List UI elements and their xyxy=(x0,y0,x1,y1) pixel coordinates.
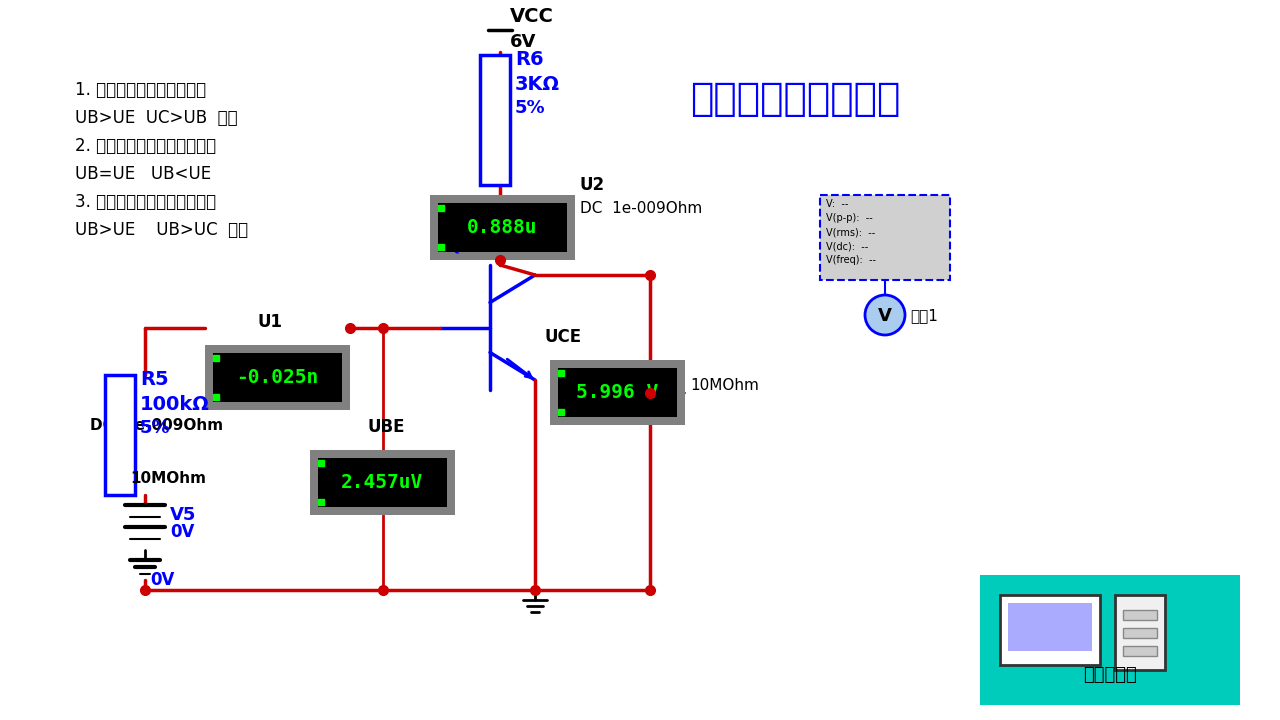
Text: UB>UE  UC>UB  反偏: UB>UE UC>UB 反偏 xyxy=(76,109,238,127)
Bar xyxy=(1115,595,1165,670)
Text: 3. 怎么让三极管处于饱和状态: 3. 怎么让三极管处于饱和状态 xyxy=(76,193,216,211)
Bar xyxy=(430,195,575,260)
Bar xyxy=(205,345,349,410)
Bar xyxy=(105,375,134,495)
Text: 2. 怎么让三极管工作截止状态: 2. 怎么让三极管工作截止状态 xyxy=(76,137,216,155)
Text: V:  --: V: -- xyxy=(826,199,849,209)
Text: 0.888u: 0.888u xyxy=(467,218,538,237)
Text: 2.457uV: 2.457uV xyxy=(342,473,424,492)
Bar xyxy=(1000,595,1100,665)
Bar xyxy=(317,458,447,507)
Text: UB>UE    UB>UC  正偏: UB>UE UB>UC 正偏 xyxy=(76,221,248,239)
Text: VCC: VCC xyxy=(509,7,554,26)
Bar xyxy=(820,195,950,280)
Bar xyxy=(1123,646,1157,656)
Text: 5%: 5% xyxy=(140,419,170,437)
Text: 10MOhm: 10MOhm xyxy=(690,378,759,393)
Bar xyxy=(212,353,342,402)
Bar xyxy=(1123,628,1157,638)
Text: UBE: UBE xyxy=(367,418,404,436)
Bar xyxy=(980,575,1240,705)
Text: V(rms):  --: V(rms): -- xyxy=(826,227,876,237)
Bar xyxy=(550,360,685,425)
Text: 1. 怎么判断三极管放大状态: 1. 怎么判断三极管放大状态 xyxy=(76,81,206,99)
Bar xyxy=(480,55,509,185)
Text: V(dc):  --: V(dc): -- xyxy=(826,241,868,251)
Text: 三极管三种放大状态: 三极管三种放大状态 xyxy=(690,80,900,118)
Text: -0.025n: -0.025n xyxy=(237,368,319,387)
Text: DC  1e-009Ohm: DC 1e-009Ohm xyxy=(90,418,223,433)
Bar xyxy=(1007,603,1092,651)
Text: V(freq):  --: V(freq): -- xyxy=(826,255,876,265)
Bar xyxy=(310,450,454,515)
Text: 0V: 0V xyxy=(150,571,174,589)
Text: 6V: 6V xyxy=(509,33,536,51)
Text: UCE: UCE xyxy=(545,328,582,346)
Bar xyxy=(438,203,567,252)
Text: V: V xyxy=(878,307,892,325)
Text: V5: V5 xyxy=(170,506,196,524)
Text: Q2: Q2 xyxy=(445,235,475,254)
Text: 5%: 5% xyxy=(515,99,545,117)
Text: V(p-p):  --: V(p-p): -- xyxy=(826,213,873,223)
Text: 5.996 V: 5.996 V xyxy=(576,383,659,402)
Text: 探针1: 探针1 xyxy=(910,308,938,323)
Circle shape xyxy=(865,295,905,335)
Text: R6: R6 xyxy=(515,50,544,69)
Bar xyxy=(558,368,677,417)
Text: 跟我学电脑: 跟我学电脑 xyxy=(1083,666,1137,684)
Text: U1: U1 xyxy=(257,313,283,331)
Text: 3KΩ: 3KΩ xyxy=(515,75,559,94)
Text: UB=UE   UB<UE: UB=UE UB<UE xyxy=(76,165,211,183)
Text: U2: U2 xyxy=(580,176,605,194)
Bar xyxy=(1123,610,1157,620)
Text: 0V: 0V xyxy=(170,523,195,541)
Text: 10MOhm: 10MOhm xyxy=(131,470,206,485)
Text: DC  1e-009Ohm: DC 1e-009Ohm xyxy=(580,201,703,216)
Text: R5: R5 xyxy=(140,370,169,389)
Text: 100kΩ: 100kΩ xyxy=(140,395,210,414)
